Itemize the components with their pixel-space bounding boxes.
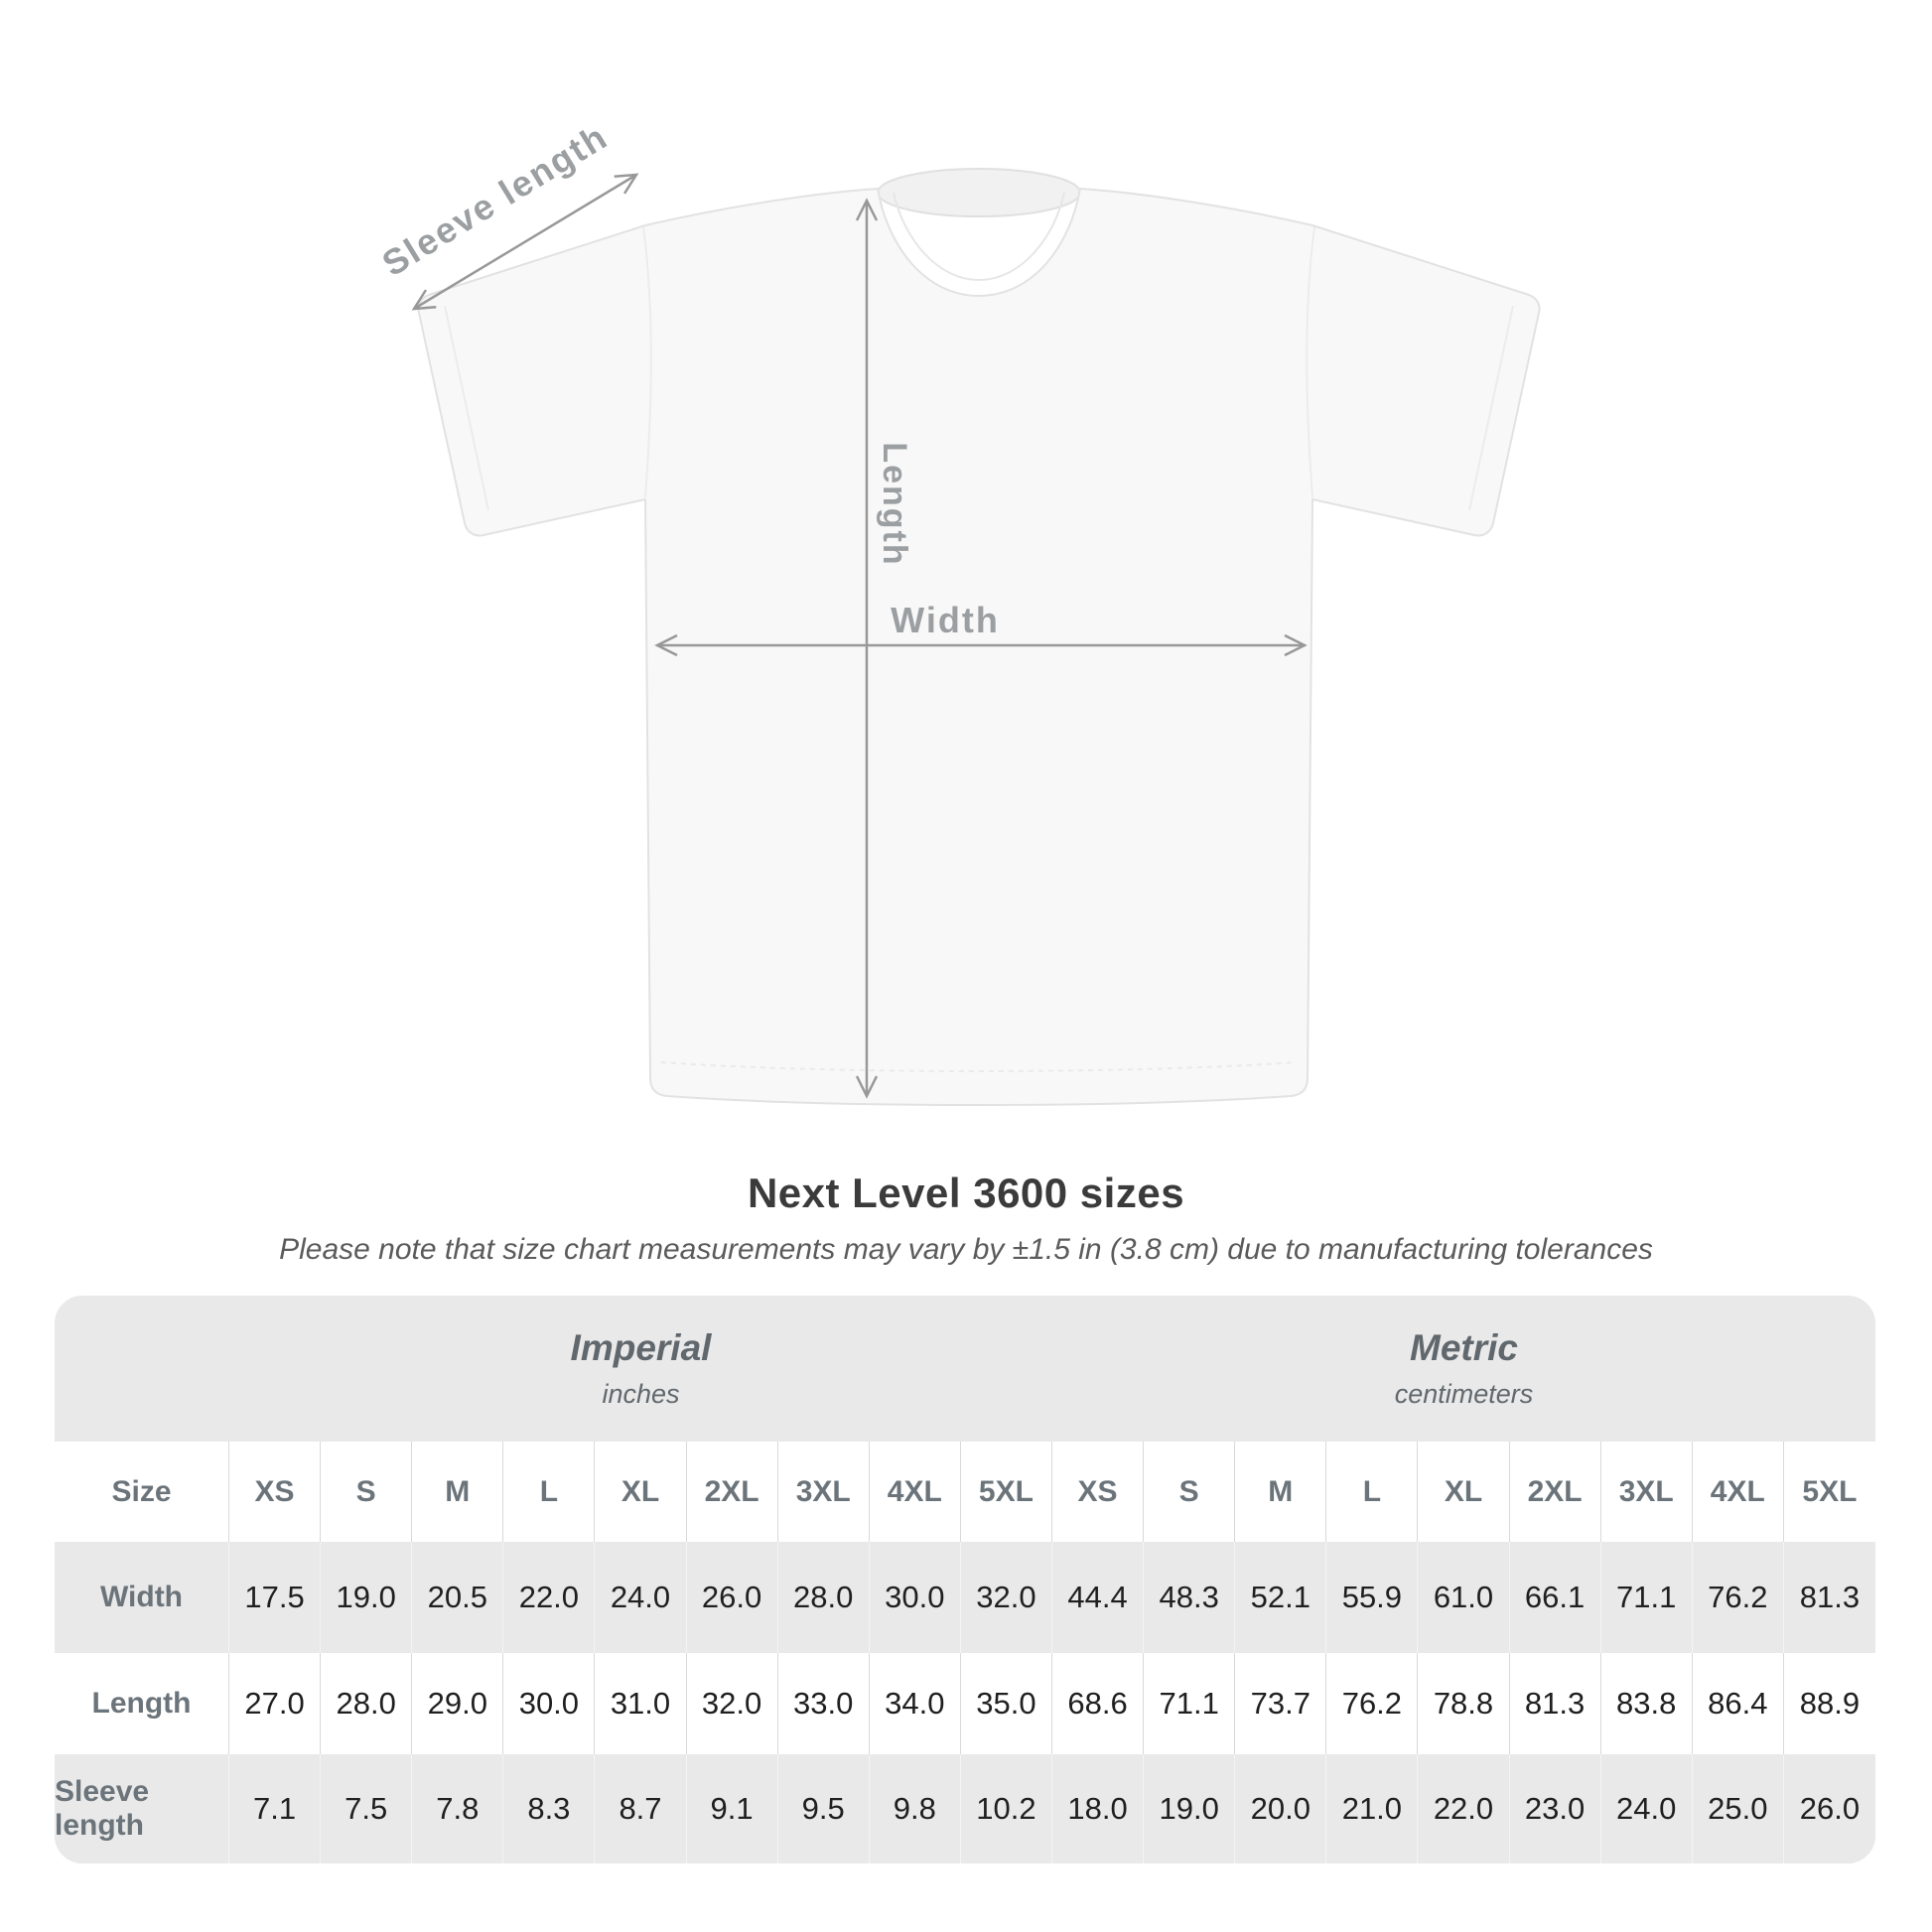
size-col-header: L: [1326, 1442, 1419, 1542]
table-cell: 20.0: [1235, 1754, 1327, 1863]
table-cell: 71.1: [1144, 1653, 1236, 1754]
table-cell: 48.3: [1144, 1542, 1236, 1653]
sleeve-length-arrow: [411, 173, 639, 311]
table-cell: 26.0: [686, 1542, 778, 1653]
tshirt-collar-seam: [893, 192, 1065, 282]
table-cell: 86.4: [1692, 1653, 1784, 1754]
table-cell: 18.0: [1052, 1754, 1145, 1863]
table-cell: 33.0: [777, 1653, 870, 1754]
table-cell: 76.2: [1692, 1542, 1784, 1653]
table-cell: 21.0: [1326, 1754, 1419, 1863]
table-cell: 30.0: [869, 1542, 961, 1653]
size-col-header: XS: [1052, 1442, 1145, 1542]
size-col-header: XL: [1418, 1442, 1510, 1542]
table-cell: 88.9: [1783, 1653, 1875, 1754]
table-cell: 28.0: [777, 1542, 870, 1653]
table-cell: 7.8: [412, 1754, 504, 1863]
tshirt-left-sleeve-hem: [444, 305, 489, 511]
size-col-header: 2XL: [686, 1442, 778, 1542]
metric-header-name: Metric: [1410, 1327, 1518, 1368]
size-col-header: XS: [229, 1442, 322, 1542]
table-cell: 32.0: [686, 1653, 778, 1754]
table-cell: 19.0: [321, 1542, 413, 1653]
table-cell: 8.7: [595, 1754, 687, 1863]
size-col-header: M: [1235, 1442, 1327, 1542]
size-col-header: 5XL: [960, 1442, 1052, 1542]
width-label: Width: [891, 600, 1000, 640]
table-cell: 8.3: [503, 1754, 596, 1863]
table-cell: 83.8: [1600, 1653, 1693, 1754]
tshirt-body: [417, 188, 1541, 1106]
table-cell: 71.1: [1600, 1542, 1693, 1653]
table-cell: 20.5: [412, 1542, 504, 1653]
size-col-header: 4XL: [1692, 1442, 1784, 1542]
table-cell: 9.1: [686, 1754, 778, 1863]
size-table: Imperial inches Metric centimeters Size …: [55, 1296, 1875, 1863]
table-cell: 22.0: [1418, 1754, 1510, 1863]
table-cell: 52.1: [1235, 1542, 1327, 1653]
metric-header: Metric centimeters: [1052, 1296, 1875, 1442]
imperial-header-unit: inches: [602, 1379, 680, 1409]
size-col-header: 3XL: [777, 1442, 870, 1542]
tshirt-measurement-diagram: Sleeve length Length Width: [375, 115, 1541, 1106]
table-cell: 44.4: [1052, 1542, 1145, 1653]
metric-header-unit: centimeters: [1394, 1379, 1534, 1409]
unit-header-spacer: [55, 1296, 229, 1442]
tshirt-left-sleeve-seam: [642, 226, 652, 498]
table-cell: 66.1: [1509, 1542, 1601, 1653]
table-cell: 78.8: [1418, 1653, 1510, 1754]
size-col-header: 2XL: [1509, 1442, 1601, 1542]
size-col-header: 5XL: [1783, 1442, 1875, 1542]
table-cell: 19.0: [1144, 1754, 1236, 1863]
row-label-sleeve-length: Sleeve length: [55, 1754, 229, 1863]
row-label-width: Width: [55, 1542, 229, 1653]
table-cell: 55.9: [1326, 1542, 1419, 1653]
imperial-header-name: Imperial: [570, 1327, 712, 1368]
table-cell: 22.0: [503, 1542, 596, 1653]
table-cell: 7.5: [321, 1754, 413, 1863]
tshirt-back-collar: [877, 168, 1081, 217]
table-cell: 35.0: [960, 1653, 1052, 1754]
table-cell: 81.3: [1783, 1542, 1875, 1653]
size-col-header: 3XL: [1600, 1442, 1693, 1542]
table-cell: 61.0: [1418, 1542, 1510, 1653]
table-cell: 10.2: [960, 1754, 1052, 1863]
size-col-header: S: [1144, 1442, 1236, 1542]
table-cell: 7.1: [229, 1754, 322, 1863]
tshirt-right-sleeve-seam: [1306, 226, 1315, 498]
tshirt-bottom-hem-stitch: [660, 1061, 1298, 1072]
table-cell: 81.3: [1509, 1653, 1601, 1754]
size-col-header: S: [321, 1442, 413, 1542]
table-cell: 76.2: [1326, 1653, 1419, 1754]
row-label-length: Length: [55, 1653, 229, 1754]
size-col-header: 4XL: [869, 1442, 961, 1542]
table-cell: 9.5: [777, 1754, 870, 1863]
length-label: Length: [876, 442, 913, 566]
table-cell: 34.0: [869, 1653, 961, 1754]
table-cell: 24.0: [1600, 1754, 1693, 1863]
table-cell: 27.0: [229, 1653, 322, 1754]
size-col-header: XL: [595, 1442, 687, 1542]
size-col-header: L: [503, 1442, 596, 1542]
tshirt-right-sleeve-hem: [1468, 305, 1514, 511]
imperial-header: Imperial inches: [229, 1296, 1052, 1442]
size-header-label: Size: [55, 1442, 229, 1542]
table-cell: 73.7: [1235, 1653, 1327, 1754]
table-cell: 30.0: [503, 1653, 596, 1754]
table-cell: 68.6: [1052, 1653, 1145, 1754]
table-cell: 31.0: [595, 1653, 687, 1754]
tolerance-note: Please note that size chart measurements…: [279, 1233, 1653, 1266]
table-cell: 26.0: [1783, 1754, 1875, 1863]
size-col-header: M: [412, 1442, 504, 1542]
table-cell: 29.0: [412, 1653, 504, 1754]
table-cell: 23.0: [1509, 1754, 1601, 1863]
table-cell: 28.0: [321, 1653, 413, 1754]
table-cell: 17.5: [229, 1542, 322, 1653]
page-title: Next Level 3600 sizes: [747, 1170, 1185, 1216]
table-cell: 9.8: [869, 1754, 961, 1863]
table-cell: 32.0: [960, 1542, 1052, 1653]
table-cell: 25.0: [1692, 1754, 1784, 1863]
table-cell: 24.0: [595, 1542, 687, 1653]
